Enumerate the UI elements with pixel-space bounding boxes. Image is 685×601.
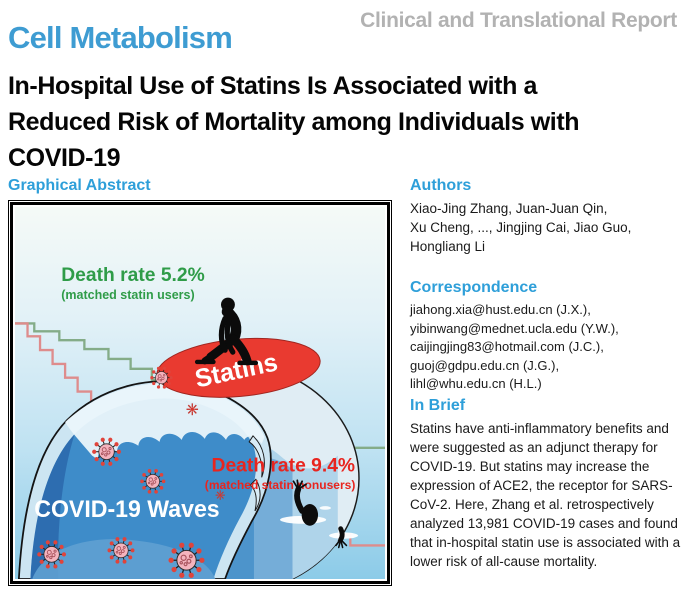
authors-heading: Authors <box>410 177 472 194</box>
death-rate-users-sublabel: (matched statin users) <box>61 288 194 302</box>
article-title-line: Reduced Risk of Mortality among Individu… <box>8 108 580 136</box>
death-rate-users-label: Death rate 5.2% <box>61 264 204 286</box>
graphical-abstract-canvas: Statins Death rate 5.2% (matched statin … <box>15 207 385 579</box>
in-brief-text: Statins have anti-inflammatory benefits … <box>410 420 681 569</box>
death-rate-nonusers-label: Death rate 9.4% <box>212 454 355 476</box>
article-title-line: COVID-19 <box>8 144 121 172</box>
wave-claw-foam <box>248 435 265 478</box>
correspondence-heading: Correspondence <box>410 279 538 296</box>
death-rate-nonusers-sublabel: (matched statin nonusers) <box>205 478 356 492</box>
journal-logo: Cell Metabolism <box>8 20 233 55</box>
correspondence-email: lihl@whu.edu.cn (H.L.) <box>410 376 542 391</box>
author-line: Xiao-Jing Zhang, Juan-Juan Qin, <box>410 201 608 216</box>
article-type-label: Clinical and Translational Report <box>360 9 677 32</box>
coronavirus-icon <box>215 489 226 501</box>
covid-wave-label: COVID-19 Waves <box>34 496 219 522</box>
sidebar-metadata: Authors Xiao-Jing Zhang, Juan-Juan Qin, … <box>410 176 682 571</box>
correspondence-email: guoj@gdpu.edu.cn (J.G.), <box>410 357 560 373</box>
surfer-silhouette <box>194 297 259 366</box>
article-title-line: In-Hospital Use of Statins Is Associated… <box>8 72 537 100</box>
article-title: In-Hospital Use of Statins Is Associated… <box>8 68 580 176</box>
author-line: Hongliang Li <box>410 239 486 254</box>
correspondence-email: jiahong.xia@hust.edu.cn (J.X.), <box>410 302 591 317</box>
wave-foam <box>65 383 265 460</box>
drowning-person <box>279 479 359 549</box>
correspondence-email: caijingjing83@hotmail.com (J.C.), <box>410 339 604 354</box>
graphical-abstract-heading: Graphical Abstract <box>8 177 151 194</box>
big-wave <box>17 380 272 579</box>
in-brief-heading: In Brief <box>410 396 466 414</box>
wave-claw-foam <box>249 478 261 512</box>
graphical-abstract-box: Statins Death rate 5.2% (matched statin … <box>8 200 392 586</box>
correspondence-email: yibinwang@mednet.ucla.edu (Y.W.), <box>410 320 619 336</box>
author-line: Xu Cheng, ..., Jingjing Cai, Jiao Guo, <box>410 220 632 235</box>
graphical-abstract-frame: Statins Death rate 5.2% (matched statin … <box>10 202 390 584</box>
